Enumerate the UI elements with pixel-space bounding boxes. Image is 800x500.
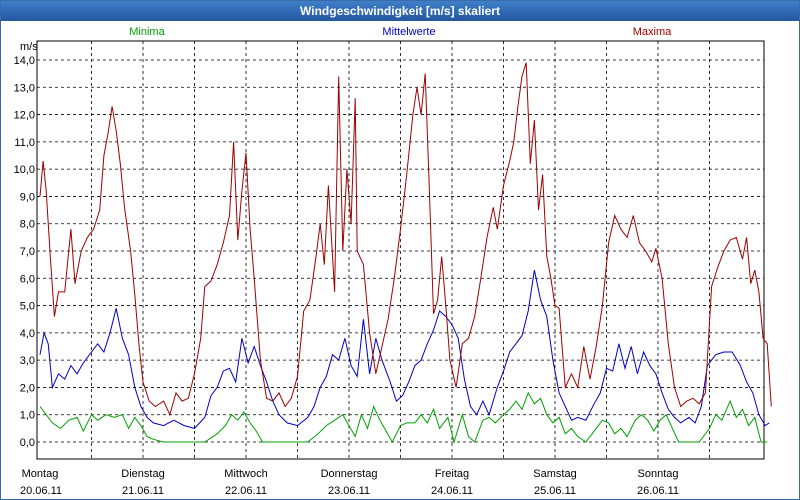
- x-label-date: 22.06.11: [225, 485, 267, 497]
- x-label-day: Samstag: [533, 468, 576, 480]
- y-tick-label: 14,0: [14, 55, 35, 67]
- x-label-date: 21.06.11: [122, 485, 164, 497]
- y-tick-label: 7,0: [20, 246, 35, 258]
- y-tick-label: 8,0: [20, 219, 35, 231]
- legend-maxima: Maxima: [633, 26, 672, 38]
- series-minima-line: [39, 391, 768, 444]
- y-tick-label: 12,0: [14, 110, 35, 122]
- x-label-date: 26.06.11: [637, 485, 679, 497]
- x-label-date: 20.06.11: [20, 485, 62, 497]
- y-tick-label: 6,0: [20, 273, 35, 285]
- x-label-date: 24.06.11: [431, 485, 473, 497]
- window-title: Windgeschwindigkeit [m/s] skaliert: [1, 1, 799, 21]
- x-label-day: Dienstag: [121, 468, 164, 480]
- grid: [37, 41, 764, 459]
- y-tick-label: 10,0: [14, 164, 35, 176]
- x-label-date: 23.06.11: [328, 485, 370, 497]
- y-tick-label: 5,0: [20, 301, 35, 313]
- series-maxima-line: [39, 62, 772, 417]
- legend-minima: Minima: [129, 26, 165, 38]
- x-label-day: Donnerstag: [321, 468, 378, 480]
- y-tick-label: 1,0: [20, 410, 35, 422]
- y-tick-label: 3,0: [20, 355, 35, 367]
- x-axis-labels: Montag 20.06.11 Dienstag 21.06.11 Mittwoch 22…: [20, 468, 679, 497]
- y-tick-label: 11,0: [14, 137, 35, 149]
- y-tick-label: 9,0: [20, 191, 35, 203]
- y-axis-ticks: 0,0 1,0 2,0 3,0 4,0 5,0 6,0 7,0 8,0 9,0 10,0 11,0 12…: [14, 55, 35, 449]
- x-label-date: 25.06.11: [534, 485, 576, 497]
- series-lines: [39, 62, 772, 444]
- x-label-day: Freitag: [435, 468, 469, 480]
- x-label-day: Sonntag: [638, 468, 679, 480]
- y-tick-label: 0,0: [20, 437, 35, 449]
- series-mittelwerte-line: [39, 269, 770, 429]
- y-tick-label: 2,0: [20, 382, 35, 394]
- x-label-day: Montag: [22, 468, 59, 480]
- y-tick-label: 13,0: [14, 82, 35, 94]
- y-tick-label: 4,0: [20, 328, 35, 340]
- legend-mittelwerte: Mittelwerte: [382, 26, 435, 38]
- x-label-day: Mittwoch: [224, 468, 267, 480]
- y-axis-unit: m/s: [20, 41, 38, 53]
